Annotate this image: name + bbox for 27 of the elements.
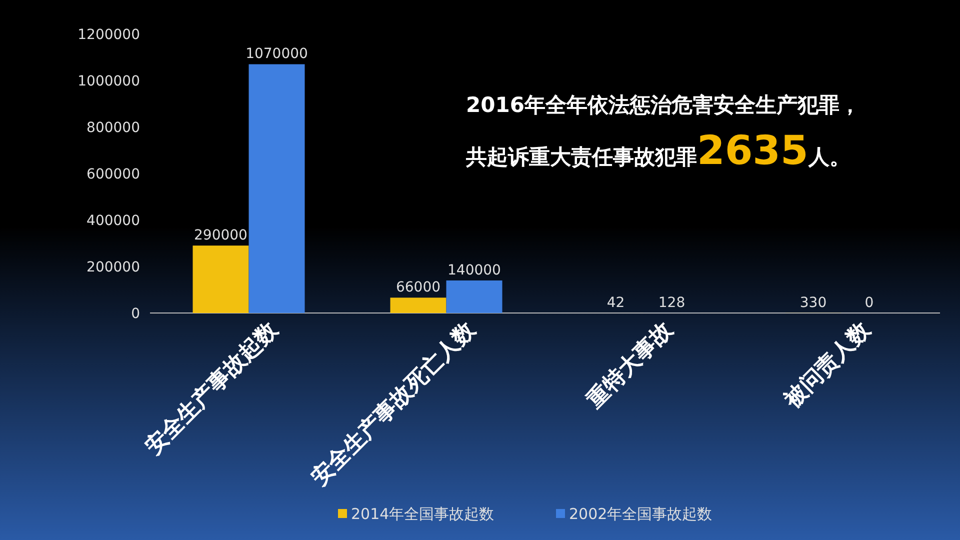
bar [248, 64, 305, 313]
data-label: 0 [864, 295, 874, 311]
y-tick-label: 0 [131, 306, 140, 322]
data-label: 128 [658, 294, 686, 311]
data-label: 42 [606, 294, 625, 311]
y-tick-label: 600000 [86, 166, 140, 182]
data-label: 330 [800, 294, 827, 311]
data-label: 1070000 [246, 46, 308, 62]
data-label: 140000 [448, 262, 501, 278]
bar [390, 298, 446, 313]
bar [192, 246, 249, 313]
bar [446, 280, 502, 313]
x-tick-label: 重特大事故 [582, 316, 679, 414]
y-tick-label: 1200000 [78, 27, 140, 43]
x-tick-label: 安全生产事故起数 [140, 316, 284, 460]
y-tick-label: 800000 [86, 120, 140, 136]
data-label: 66000 [396, 280, 441, 296]
y-tick-label: 200000 [86, 260, 140, 276]
y-tick-label: 1000000 [78, 74, 140, 90]
annotation: 共起诉重大责任事故犯罪2635人。 [465, 128, 850, 174]
data-label: 290000 [194, 228, 248, 244]
legend-label: 2002年全国事故起数 [569, 505, 712, 523]
annotation: 2016年全年依法惩治危害安全生产犯罪， [466, 93, 860, 117]
x-tick-label: 安全生产事故死亡人数 [306, 316, 482, 491]
y-tick-label: 400000 [86, 213, 140, 229]
legend-label: 2014年全国事故起数 [351, 505, 494, 523]
x-tick-label: 被问责人数 [779, 316, 876, 414]
